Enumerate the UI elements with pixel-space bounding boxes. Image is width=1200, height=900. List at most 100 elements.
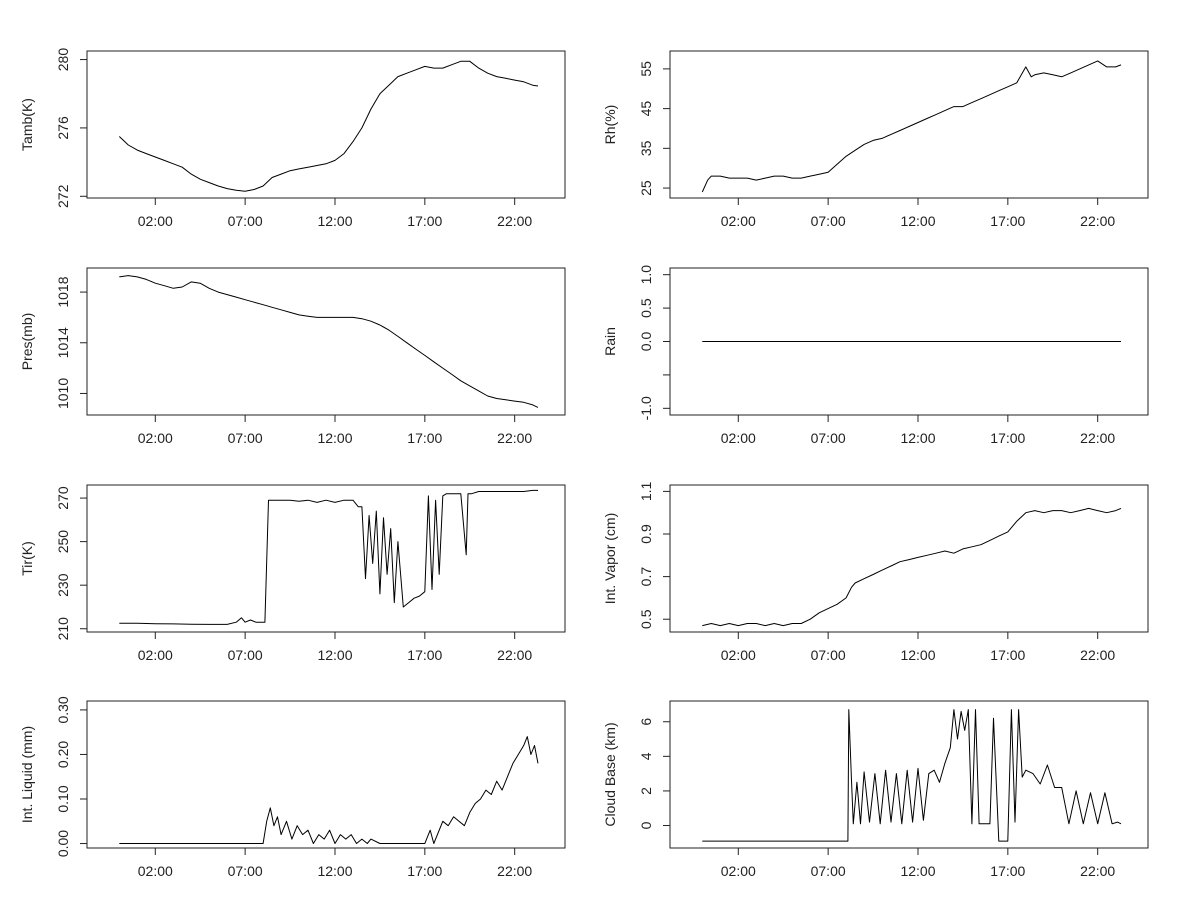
x-tick-label: 02:00 <box>138 213 173 229</box>
y-axis-title: Cloud Base (km) <box>602 722 618 826</box>
x-tick-label: 07:00 <box>811 430 846 446</box>
y-tick-label: 0 <box>638 821 654 829</box>
y-tick-label: 0.5 <box>638 298 654 318</box>
y-tick-label: 6 <box>638 718 654 726</box>
y-axis-title: Int. Liquid (mm) <box>19 726 35 823</box>
plot-frame <box>86 700 566 849</box>
x-tick-label: 07:00 <box>811 647 846 663</box>
x-tick-label: 17:00 <box>407 647 442 663</box>
series-line-1 <box>119 275 539 408</box>
x-tick-label: 02:00 <box>721 430 756 446</box>
y-tick-label: 0.30 <box>55 696 71 723</box>
x-tick-label: 17:00 <box>990 213 1025 229</box>
x-tick-label: 17:00 <box>990 647 1025 663</box>
x-tick-label: 02:00 <box>138 863 173 879</box>
x-tick-label: 02:00 <box>721 213 756 229</box>
y-tick-label: 0.20 <box>55 741 71 768</box>
x-tick-label: 07:00 <box>811 863 846 879</box>
chart-panel-6: 02:00 07:00 12:00 17:00 22:00 0.5 0.7 0.9 1.1 Int… <box>602 481 1149 663</box>
x-tick-label: 02:00 <box>138 647 173 663</box>
y-tick-label: 45 <box>638 101 654 117</box>
series-line-1 <box>702 507 1122 627</box>
y-tick-label: 1.1 <box>638 481 654 501</box>
y-tick-label: 1014 <box>55 327 71 358</box>
series-line-1 <box>119 489 538 625</box>
y-tick-label: 1010 <box>55 378 71 409</box>
y-axis-title: Pres(mb) <box>19 313 35 371</box>
x-tick-label: 12:00 <box>900 647 935 663</box>
y-tick-label: 272 <box>55 184 71 208</box>
x-tick-label: 12:00 <box>900 213 935 229</box>
y-axis-title: Tamb(K) <box>19 98 35 151</box>
x-tick-label: 12:00 <box>900 863 935 879</box>
x-tick-label: 07:00 <box>228 430 263 446</box>
y-tick-label: 35 <box>638 140 654 156</box>
series-line-1 <box>701 60 1122 193</box>
x-tick-label: 12:00 <box>317 430 352 446</box>
x-tick-label: 22:00 <box>497 863 532 879</box>
y-tick-label: 25 <box>638 180 654 196</box>
y-tick-label: 210 <box>55 617 71 641</box>
plot-frame <box>669 50 1149 199</box>
x-tick-label: 07:00 <box>228 863 263 879</box>
y-tick-label: 1018 <box>55 276 71 307</box>
chart-panel-3: 02:00 07:00 12:00 17:00 22:00 1010 1014 1018 Pre… <box>19 267 566 446</box>
chart-panel-5: 02:00 07:00 12:00 17:00 22:00 210 230 250 270 Tir… <box>19 484 566 663</box>
x-tick-label: 22:00 <box>1080 213 1115 229</box>
y-tick-label: 0.5 <box>638 609 654 629</box>
series-line-1 <box>119 736 539 844</box>
x-tick-label: 17:00 <box>407 863 442 879</box>
y-tick-label: 276 <box>55 116 71 140</box>
y-tick-label: 270 <box>55 486 71 510</box>
y-tick-label: 250 <box>55 530 71 554</box>
series-line-1 <box>118 60 539 192</box>
y-axis-title: Int. Vapor (cm) <box>602 513 618 605</box>
x-tick-label: 12:00 <box>317 863 352 879</box>
y-tick-label: 0.7 <box>638 567 654 587</box>
y-axis-title: Rain <box>602 327 618 356</box>
y-tick-label: 55 <box>638 61 654 77</box>
x-tick-label: 07:00 <box>811 213 846 229</box>
x-tick-label: 02:00 <box>721 647 756 663</box>
y-tick-label: 0.10 <box>55 785 71 812</box>
series-line-1 <box>702 709 1122 842</box>
x-tick-label: 22:00 <box>497 430 532 446</box>
plot-frame <box>669 484 1149 633</box>
x-tick-label: 02:00 <box>138 430 173 446</box>
chart-panel-8: 02:00 07:00 12:00 17:00 22:00 0 2 4 6 Cloud Base … <box>602 700 1149 879</box>
plot-frame <box>669 700 1149 849</box>
chart-panel-7: 02:00 07:00 12:00 17:00 22:00 0.00 0.10 0.20 0.3… <box>19 696 566 879</box>
y-tick-label: 230 <box>55 573 71 597</box>
chart-panel-2: 02:00 07:00 12:00 17:00 22:00 25 35 45 55 Rh(%) <box>602 50 1149 229</box>
x-tick-label: 22:00 <box>1080 647 1115 663</box>
y-tick-label: 2 <box>638 787 654 795</box>
plot-frame <box>86 484 566 633</box>
plot-frame <box>86 267 566 416</box>
x-tick-label: 17:00 <box>407 430 442 446</box>
y-axis-title: Tir(K) <box>19 541 35 575</box>
y-tick-label: 4 <box>638 752 654 760</box>
x-tick-label: 12:00 <box>317 647 352 663</box>
chart-panel-4: 02:00 07:00 12:00 17:00 22:00 -1.0 0.0 0.5 1.0 Ra… <box>602 265 1149 446</box>
y-tick-label: -1.0 <box>638 396 654 420</box>
x-tick-label: 17:00 <box>990 430 1025 446</box>
x-tick-label: 22:00 <box>1080 430 1115 446</box>
x-tick-label: 17:00 <box>990 863 1025 879</box>
chart-panel-1: 02:00 07:00 12:00 17:00 22:00 272 276 280 Tamb(K… <box>19 48 566 229</box>
y-tick-label: 1.0 <box>638 265 654 285</box>
y-tick-label: 0.9 <box>638 524 654 544</box>
y-tick-label: 280 <box>55 48 71 72</box>
x-tick-label: 17:00 <box>407 213 442 229</box>
y-tick-label: 0.00 <box>55 830 71 857</box>
x-tick-label: 12:00 <box>317 213 352 229</box>
x-tick-label: 07:00 <box>228 213 263 229</box>
x-tick-label: 07:00 <box>228 647 263 663</box>
y-axis-title: Rh(%) <box>602 105 618 145</box>
x-tick-label: 22:00 <box>497 213 532 229</box>
x-tick-label: 22:00 <box>1080 863 1115 879</box>
x-tick-label: 02:00 <box>721 863 756 879</box>
plot-frame <box>86 50 566 199</box>
x-tick-label: 22:00 <box>497 647 532 663</box>
